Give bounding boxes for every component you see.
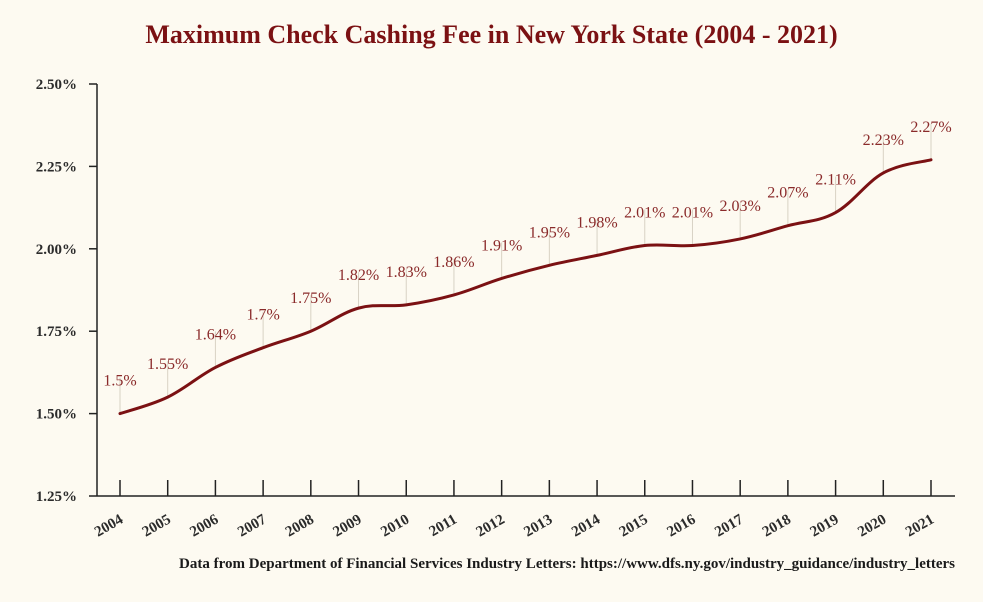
data-label: 2.01% (672, 205, 713, 222)
data-label: 1.82% (338, 267, 379, 284)
y-tick-label: 2.25% (36, 159, 77, 175)
x-tick-label: 2016 (664, 511, 698, 540)
data-label: 2.03% (720, 198, 761, 215)
chart-title: Maximum Check Cashing Fee in New York St… (145, 20, 838, 49)
data-label: 1.95% (529, 224, 570, 241)
x-tick-label: 2015 (617, 512, 651, 541)
y-tick-label: 1.75% (36, 324, 77, 340)
source-note: Data from Department of Financial Servic… (179, 556, 955, 572)
x-tick-label: 2005 (140, 512, 174, 541)
x-tick-label: 2012 (474, 512, 508, 541)
data-label: 2.27% (910, 119, 951, 136)
y-tick-label: 2.50% (36, 77, 77, 93)
y-tick-label: 2.00% (36, 242, 77, 258)
x-tick-label: 2008 (283, 512, 317, 541)
data-label: 1.64% (195, 326, 236, 343)
data-label: 2.01% (624, 205, 665, 222)
data-label: 1.55% (147, 356, 188, 373)
data-label: 1.98% (576, 214, 617, 231)
data-label: 2.07% (767, 185, 808, 202)
y-tick-label: 1.50% (36, 407, 77, 423)
data-label: 1.5% (103, 373, 136, 390)
x-tick-label: 2007 (235, 511, 269, 540)
x-tick-label: 2009 (331, 512, 365, 541)
x-tick-label: 2014 (569, 511, 603, 540)
data-label: 1.75% (290, 290, 331, 307)
y-tick-label: 1.25% (36, 489, 77, 505)
data-label: 2.23% (863, 132, 904, 149)
x-tick-label: 2011 (427, 512, 460, 540)
x-tick-label: 2017 (712, 511, 746, 540)
x-tick-label: 2004 (92, 511, 126, 540)
data-label: 1.83% (386, 264, 427, 281)
data-label: 2.11% (815, 172, 856, 189)
x-tick-label: 2006 (187, 511, 221, 540)
series-line (118, 158, 933, 416)
data-label: 1.86% (433, 254, 474, 271)
x-tick-label: 2021 (903, 512, 937, 541)
x-tick-label: 2018 (760, 512, 794, 541)
x-tick-label: 2020 (855, 512, 889, 541)
x-tick-label: 2010 (378, 512, 412, 541)
data-label: 1.7% (246, 307, 279, 324)
data-label: 1.91% (481, 237, 522, 254)
x-tick-label: 2013 (521, 512, 555, 541)
x-tick-label: 2019 (808, 512, 842, 541)
